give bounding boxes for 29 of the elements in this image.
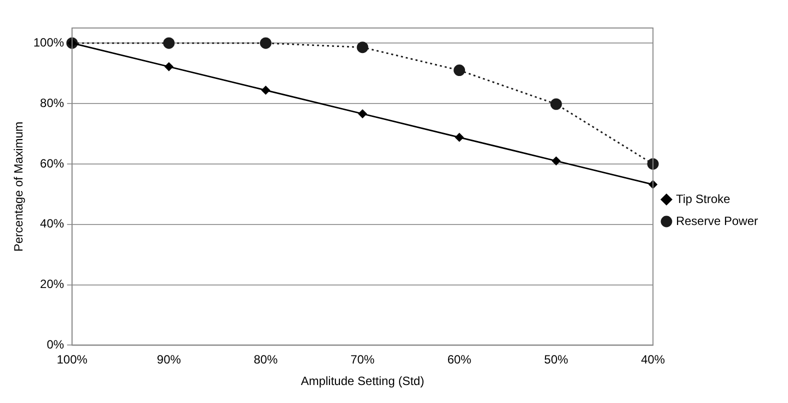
y-tick-label: 20%	[40, 277, 64, 292]
x-tick-label: 80%	[254, 352, 278, 367]
point	[454, 64, 466, 76]
point	[163, 37, 175, 49]
y-tick-label: 60%	[40, 156, 64, 170]
point	[647, 158, 659, 170]
x-tick-label: 90%	[156, 352, 182, 367]
y-tick-label: 80%	[40, 96, 64, 110]
legend-label: Reserve Power	[676, 214, 758, 228]
x-axis-title: Amplitude Setting (Std)	[300, 374, 424, 388]
y-tick-label: 40%	[40, 216, 64, 231]
x-tick-label: 70%	[350, 352, 375, 367]
point	[164, 62, 174, 71]
point	[550, 98, 562, 110]
point	[455, 133, 464, 142]
y-axis-title: Percentage of Maximum	[12, 122, 26, 252]
point	[356, 42, 368, 54]
y-tick-label: 100%	[33, 35, 64, 50]
x-tick-label: 100%	[56, 352, 88, 367]
point	[358, 110, 367, 118]
point	[260, 37, 272, 49]
point	[552, 156, 560, 166]
y-tick-label: 0%	[46, 338, 64, 352]
legend-label: Tip Stroke	[676, 192, 731, 206]
point	[261, 86, 270, 94]
x-tick-label: 50%	[544, 352, 568, 367]
x-tick-label: 60%	[447, 352, 472, 367]
x-tick-label: 40%	[640, 352, 666, 367]
point	[648, 180, 658, 189]
